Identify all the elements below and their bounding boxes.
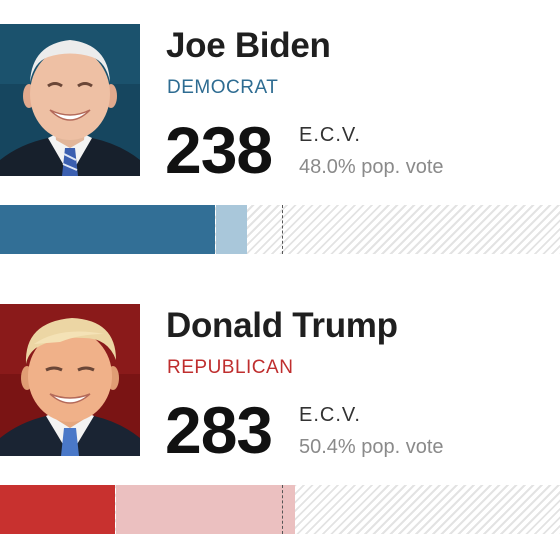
candidate-photo-trump — [0, 304, 140, 456]
candidate-card-biden: Joe Biden DEMOCRAT 238 E.C.V. 48.0% pop.… — [0, 24, 560, 254]
electoral-progress-bar — [0, 205, 560, 254]
candidate-photo-biden — [0, 24, 140, 176]
bar-leading-segment — [216, 205, 247, 254]
party-label: REPUBLICAN — [167, 357, 294, 378]
ecv-label: E.C.V. — [299, 404, 361, 426]
electoral-progress-bar — [0, 485, 560, 534]
candidate-name: Joe Biden — [166, 26, 331, 65]
popular-vote-share: 48.0% pop. vote — [299, 156, 444, 178]
majority-threshold-line — [282, 205, 284, 254]
majority-threshold-line — [282, 485, 284, 534]
candidate-card-trump: Donald Trump REPUBLICAN 283 E.C.V. 50.4%… — [0, 280, 560, 560]
party-label: DEMOCRAT — [167, 77, 279, 98]
bar-won-segment — [0, 205, 216, 254]
ecv-label: E.C.V. — [299, 124, 361, 146]
electoral-vote-count: 238 — [165, 113, 273, 187]
electoral-vote-count: 283 — [165, 393, 273, 467]
bar-won-segment — [0, 485, 115, 534]
bar-leading-segment — [115, 485, 295, 534]
candidate-name: Donald Trump — [166, 306, 398, 345]
popular-vote-share: 50.4% pop. vote — [299, 436, 444, 458]
